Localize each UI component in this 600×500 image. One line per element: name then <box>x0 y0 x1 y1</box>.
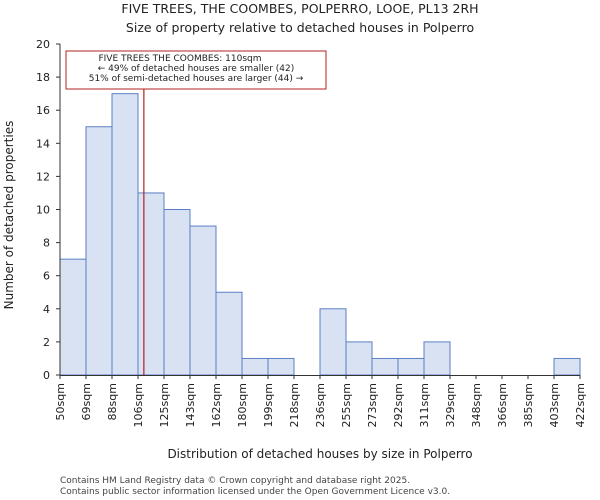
annotation-line-2: ← 49% of detached houses are smaller (42… <box>98 64 295 74</box>
x-tick-label: 403sqm <box>548 383 561 427</box>
bar-143sqm <box>189 225 217 376</box>
x-tick-label: 143sqm <box>184 383 197 427</box>
y-tick-label: 12 <box>36 170 50 183</box>
bar-69sqm <box>85 126 113 376</box>
bar-403sqm <box>553 357 581 376</box>
x-tick-label: 180sqm <box>236 383 249 427</box>
bar-236sqm <box>319 308 347 376</box>
bar-273sqm <box>371 357 399 376</box>
chart-title: FIVE TREES, THE COOMBES, POLPERRO, LOOE,… <box>121 1 478 16</box>
y-axis-label: Number of detached properties <box>2 121 16 310</box>
y-ticks-group: 0 2 4 6 8 10 12 14 16 18 20 <box>36 38 60 382</box>
y-tick-label: 2 <box>43 336 50 349</box>
y-tick-label: 0 <box>43 369 50 382</box>
bar-292sqm <box>397 357 425 376</box>
annotation-line-1: FIVE TREES THE COOMBES: 110sqm <box>98 54 261 64</box>
x-tick-label: 385sqm <box>522 383 535 427</box>
x-tick-label: 255sqm <box>340 383 353 427</box>
x-tick-label: 199sqm <box>262 383 275 427</box>
x-tick-label: 106sqm <box>132 383 145 427</box>
bar-106sqm <box>137 192 165 376</box>
y-tick-label: 16 <box>36 104 50 117</box>
x-tick-label: 69sqm <box>80 383 93 420</box>
annotation-box: FIVE TREES THE COOMBES: 110sqm ← 49% of … <box>65 50 327 90</box>
bar-199sqm <box>267 357 295 376</box>
x-tick-label: 311sqm <box>418 383 431 427</box>
y-tick-label: 6 <box>43 270 50 283</box>
x-tick-label: 366sqm <box>496 383 509 427</box>
x-tick-label: 125sqm <box>158 383 171 427</box>
bar-88sqm <box>111 93 139 376</box>
annotation-line-3: 51% of semi-detached houses are larger (… <box>89 74 304 84</box>
bar-162sqm <box>215 291 243 376</box>
x-tick-label: 422sqm <box>574 383 587 427</box>
y-tick-label: 20 <box>36 38 50 51</box>
axes-frame <box>59 44 580 376</box>
bar-255sqm <box>345 341 373 376</box>
x-tick-label: 162sqm <box>210 383 223 427</box>
x-tick-label: 329sqm <box>444 383 457 427</box>
bar-180sqm <box>241 357 269 376</box>
bar-125sqm <box>163 209 191 376</box>
y-tick-label: 14 <box>36 137 50 150</box>
y-tick-label: 10 <box>36 204 50 217</box>
bar-50sqm <box>59 258 87 376</box>
x-tick-label: 292sqm <box>392 383 405 427</box>
footer-line-2: Contains public sector information licen… <box>60 487 450 497</box>
x-tick-label: 50sqm <box>54 383 67 420</box>
x-tick-label: 218sqm <box>288 383 301 427</box>
y-tick-label: 4 <box>43 303 50 316</box>
chart-subtitle: Size of property relative to detached ho… <box>126 20 474 35</box>
x-tick-label: 236sqm <box>314 383 327 427</box>
x-tick-label: 88sqm <box>106 383 119 420</box>
x-ticks-group: 50sqm 69sqm 88sqm 106sqm 125sqm 143sqm 162sqm 1… <box>54 375 587 427</box>
bar-311sqm <box>423 341 451 376</box>
y-tick-label: 8 <box>43 237 50 250</box>
footer-line-1: Contains HM Land Registry data © Crown c… <box>60 476 410 486</box>
y-tick-label: 18 <box>36 71 50 84</box>
x-axis-label: Distribution of detached houses by size … <box>167 447 472 461</box>
x-tick-label: 348sqm <box>470 383 483 427</box>
x-tick-label: 273sqm <box>366 383 379 427</box>
bars-group <box>59 93 581 376</box>
